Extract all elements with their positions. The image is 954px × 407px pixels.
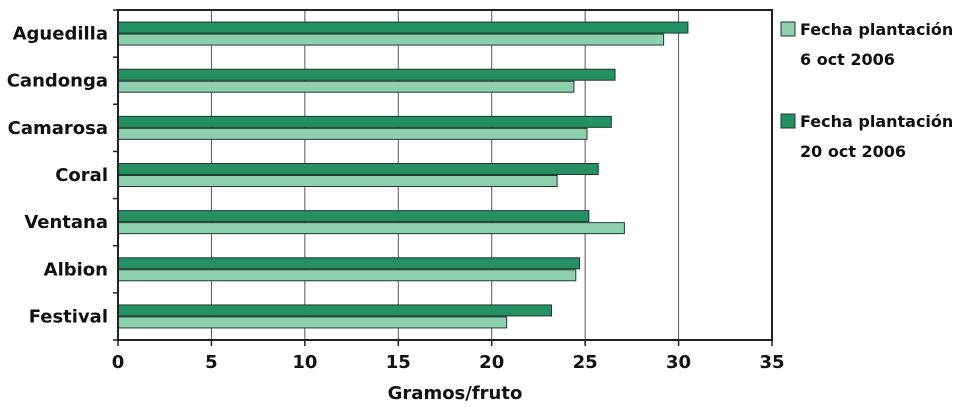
x-tick-label-25: 25 [573, 352, 598, 373]
legend-swatch-series-2 [780, 21, 796, 37]
bar-camarosa-series-2 [117, 127, 588, 140]
x-tick-label-10: 10 [292, 352, 317, 373]
bar-festival-series-2 [117, 316, 508, 329]
bar-coral-series-2 [117, 175, 558, 187]
plot-area-frame [117, 9, 773, 341]
legend-label-series-1-line-2: 20 oct 2006 [800, 142, 906, 161]
x-tick-label-0: 0 [112, 352, 125, 373]
category-label-festival: Festival [29, 306, 108, 327]
category-label-ventana: Ventana [24, 212, 108, 233]
legend: Fecha plantación: 6 oct 2006 Fecha plantac… [780, 20, 954, 161]
category-labels: Aguedilla Candonga Camarosa Coral Ventana Alb… [7, 24, 108, 328]
legend-swatch-series-1 [780, 113, 796, 129]
x-tick-label-20: 20 [479, 352, 504, 373]
bar-aguedilla-series-2 [117, 33, 665, 46]
bar-camarosa-series-1 [117, 115, 612, 128]
x-tick-label-35: 35 [759, 352, 784, 373]
x-axis-title: Gramos/fruto [388, 383, 523, 404]
axes [113, 9, 773, 346]
x-tick-label-30: 30 [666, 352, 691, 373]
category-label-coral: Coral [55, 165, 108, 186]
category-label-albion: Albion [44, 259, 108, 280]
bar-coral-series-1 [117, 163, 599, 175]
bar-ventana-series-2 [117, 222, 625, 235]
bar-candonga-series-2 [117, 80, 575, 93]
category-label-candonga: Candonga [7, 71, 108, 92]
bars [117, 21, 689, 329]
category-label-aguedilla: Aguedilla [13, 24, 108, 45]
bar-ventana-series-1 [117, 210, 590, 223]
bar-festival-series-1 [117, 304, 553, 317]
x-tick-label-15: 15 [386, 352, 411, 373]
bar-aguedilla-series-1 [117, 21, 689, 34]
legend-label-series-1-line-1: Fecha plantación: [800, 112, 954, 131]
tick-labels: 0 5 10 15 20 25 30 35 [112, 352, 785, 373]
category-label-camarosa: Camarosa [8, 118, 108, 139]
bar-albion-series-2 [117, 269, 577, 282]
x-tick-label-5: 5 [205, 352, 218, 373]
legend-label-series-2-line-2: 6 oct 2006 [800, 50, 895, 69]
legend-label-series-2-line-1: Fecha plantación: [800, 20, 954, 39]
bar-candonga-series-1 [117, 68, 616, 81]
bar-albion-series-1 [117, 257, 581, 270]
